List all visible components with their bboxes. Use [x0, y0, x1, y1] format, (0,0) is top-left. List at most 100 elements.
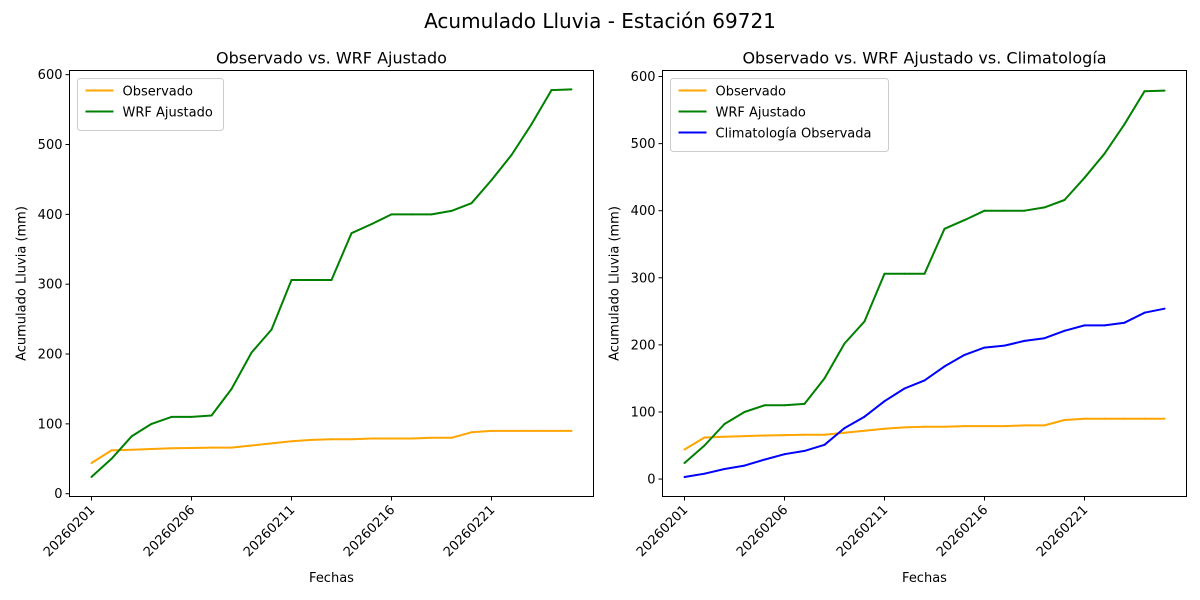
data-point-climatologia	[923, 379, 926, 382]
data-point-wrf	[1103, 152, 1106, 155]
data-point-climatologia	[1083, 324, 1086, 327]
data-point-wrf	[703, 444, 706, 447]
data-point-observado	[743, 435, 746, 438]
data-point-wrf	[390, 213, 393, 216]
data-point-observado	[170, 447, 173, 450]
data-point-climatologia	[1143, 311, 1146, 314]
data-point-climatologia	[703, 472, 706, 475]
data-point-wrf	[370, 223, 373, 226]
data-point-observado	[430, 436, 433, 439]
subplot-title: Observado vs. WRF Ajustado vs. Climatolo…	[742, 49, 1106, 68]
x-tick-label: 20260216	[934, 503, 991, 560]
y-axis-label: Acumulado Lluvia (mm)	[608, 206, 623, 361]
data-point-wrf	[923, 272, 926, 275]
data-point-wrf	[150, 422, 153, 425]
data-point-wrf	[310, 279, 313, 282]
y-tick-label: 100	[38, 417, 63, 432]
data-point-climatologia	[1063, 329, 1066, 332]
y-tick-label: 300	[38, 278, 63, 293]
data-point-wrf	[450, 209, 453, 212]
data-point-wrf	[330, 279, 333, 282]
axes-frame	[69, 70, 594, 497]
data-point-observado	[903, 426, 906, 429]
data-point-wrf	[743, 410, 746, 413]
subplot-title: Observado vs. WRF Ajustado	[216, 49, 447, 68]
x-axis-label: Fechas	[309, 571, 354, 586]
data-point-wrf	[1003, 209, 1006, 212]
data-point-observado	[1083, 417, 1086, 420]
data-point-observado	[510, 429, 513, 432]
y-tick-label: 400	[631, 204, 656, 219]
data-point-wrf	[510, 154, 513, 157]
data-point-wrf	[110, 457, 113, 460]
data-point-observado	[763, 434, 766, 437]
data-point-observado	[570, 429, 573, 432]
y-tick-label: 600	[38, 68, 63, 83]
legend-label: WRF Ajustado	[123, 106, 213, 121]
data-point-wrf	[410, 213, 413, 216]
y-tick-label: 0	[54, 487, 62, 502]
data-point-observado	[943, 425, 946, 428]
x-tick-label: 20260211	[241, 503, 298, 560]
data-point-climatologia	[783, 453, 786, 456]
data-point-observado	[210, 446, 213, 449]
y-tick-label: 200	[38, 348, 63, 363]
y-tick-label: 200	[631, 338, 656, 353]
data-point-climatologia	[1123, 321, 1126, 324]
data-point-climatologia	[943, 365, 946, 368]
data-point-wrf	[430, 213, 433, 216]
data-point-observado	[863, 429, 866, 432]
x-tick-label: 20260206	[734, 503, 791, 560]
data-point-climatologia	[963, 353, 966, 356]
data-point-observado	[823, 433, 826, 436]
data-point-observado	[290, 440, 293, 443]
data-point-observado	[410, 437, 413, 440]
y-tick-label: 400	[38, 208, 63, 223]
data-point-wrf	[963, 219, 966, 222]
y-tick-label: 300	[631, 271, 656, 286]
data-point-observado	[983, 425, 986, 428]
data-point-wrf	[863, 320, 866, 323]
data-point-observado	[470, 431, 473, 434]
x-tick-label: 20260206	[141, 503, 198, 560]
data-point-wrf	[350, 232, 353, 235]
data-point-wrf	[250, 351, 253, 354]
data-point-observado	[883, 427, 886, 430]
data-point-observado	[250, 444, 253, 447]
data-point-observado	[1043, 424, 1046, 427]
data-point-wrf	[490, 179, 493, 182]
data-point-climatologia	[1043, 337, 1046, 340]
data-point-wrf	[1123, 123, 1126, 126]
series-line-observado	[683, 417, 1165, 451]
data-point-observado	[150, 448, 153, 451]
y-tick-label: 0	[647, 473, 655, 488]
data-point-observado	[370, 437, 373, 440]
data-point-observado	[190, 446, 193, 449]
data-point-wrf	[783, 404, 786, 407]
data-point-wrf	[270, 328, 273, 331]
data-point-wrf	[683, 461, 686, 464]
data-point-climatologia	[1023, 339, 1026, 342]
data-point-observado	[1063, 419, 1066, 422]
series-line-observado	[90, 429, 572, 464]
data-point-wrf	[210, 414, 213, 417]
data-point-climatologia	[723, 467, 726, 470]
legend-label: Observado	[716, 85, 787, 100]
data-point-wrf	[230, 387, 233, 390]
y-tick-label: 100	[631, 405, 656, 420]
data-point-wrf	[130, 435, 133, 438]
data-point-climatologia	[743, 464, 746, 467]
data-point-wrf	[903, 272, 906, 275]
y-axis-label: Acumulado Lluvia (mm)	[15, 206, 30, 361]
data-point-observado	[1103, 417, 1106, 420]
data-point-observado	[1143, 417, 1146, 420]
y-tick-label: 600	[631, 70, 656, 85]
x-tick-label: 20260211	[834, 503, 891, 560]
data-point-wrf	[1043, 206, 1046, 209]
legend-label: WRF Ajustado	[716, 106, 806, 121]
data-point-climatologia	[763, 458, 766, 461]
data-point-wrf	[290, 279, 293, 282]
data-point-observado	[1003, 425, 1006, 428]
y-tick-label: 500	[631, 137, 656, 152]
